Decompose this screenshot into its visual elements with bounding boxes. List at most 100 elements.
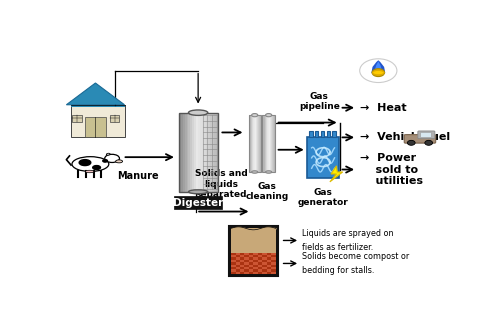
FancyBboxPatch shape: [271, 262, 276, 265]
FancyBboxPatch shape: [315, 131, 318, 137]
FancyBboxPatch shape: [240, 265, 244, 267]
FancyBboxPatch shape: [270, 115, 272, 172]
FancyBboxPatch shape: [271, 257, 276, 260]
FancyBboxPatch shape: [258, 265, 262, 267]
FancyBboxPatch shape: [229, 226, 278, 276]
FancyBboxPatch shape: [110, 115, 120, 122]
FancyBboxPatch shape: [214, 113, 216, 192]
FancyBboxPatch shape: [249, 267, 254, 270]
FancyBboxPatch shape: [236, 262, 240, 265]
FancyBboxPatch shape: [262, 260, 266, 262]
FancyBboxPatch shape: [257, 115, 258, 172]
Circle shape: [360, 59, 397, 82]
FancyBboxPatch shape: [258, 260, 262, 262]
FancyBboxPatch shape: [254, 267, 258, 270]
FancyBboxPatch shape: [271, 267, 276, 270]
FancyBboxPatch shape: [266, 272, 271, 274]
FancyBboxPatch shape: [254, 115, 256, 172]
Ellipse shape: [104, 154, 120, 162]
FancyBboxPatch shape: [308, 137, 339, 178]
FancyBboxPatch shape: [236, 265, 240, 267]
FancyBboxPatch shape: [271, 265, 276, 267]
Text: Digester: Digester: [173, 198, 223, 208]
FancyBboxPatch shape: [266, 115, 268, 172]
FancyBboxPatch shape: [180, 113, 183, 192]
Text: Gas
cleaning: Gas cleaning: [246, 182, 288, 201]
FancyBboxPatch shape: [249, 257, 254, 260]
FancyBboxPatch shape: [268, 115, 270, 172]
Text: Gas
pipeline: Gas pipeline: [299, 92, 340, 111]
FancyBboxPatch shape: [321, 131, 324, 137]
FancyBboxPatch shape: [196, 113, 198, 192]
FancyBboxPatch shape: [264, 115, 266, 172]
FancyBboxPatch shape: [272, 115, 273, 172]
FancyBboxPatch shape: [249, 272, 254, 274]
FancyBboxPatch shape: [249, 270, 254, 272]
FancyBboxPatch shape: [188, 113, 191, 192]
FancyBboxPatch shape: [254, 257, 258, 260]
FancyBboxPatch shape: [240, 270, 244, 272]
FancyBboxPatch shape: [404, 135, 436, 143]
FancyBboxPatch shape: [249, 265, 254, 267]
FancyBboxPatch shape: [258, 262, 262, 265]
FancyBboxPatch shape: [244, 257, 249, 260]
FancyBboxPatch shape: [236, 253, 240, 255]
FancyBboxPatch shape: [244, 265, 249, 267]
FancyBboxPatch shape: [264, 115, 265, 172]
FancyBboxPatch shape: [266, 270, 271, 272]
FancyBboxPatch shape: [262, 115, 264, 172]
FancyBboxPatch shape: [244, 267, 249, 270]
FancyBboxPatch shape: [186, 113, 189, 192]
Text: bedding for stalls.: bedding for stalls.: [302, 266, 374, 275]
FancyBboxPatch shape: [198, 113, 200, 192]
FancyBboxPatch shape: [236, 260, 240, 262]
FancyBboxPatch shape: [244, 270, 249, 272]
FancyBboxPatch shape: [192, 113, 194, 192]
FancyBboxPatch shape: [404, 135, 436, 143]
FancyBboxPatch shape: [258, 253, 262, 255]
FancyBboxPatch shape: [254, 270, 258, 272]
FancyBboxPatch shape: [71, 105, 124, 107]
FancyBboxPatch shape: [184, 113, 187, 192]
Text: →  Power
    sold to
    utilities: → Power sold to utilities: [360, 153, 422, 186]
Polygon shape: [372, 60, 386, 73]
FancyBboxPatch shape: [271, 260, 276, 262]
FancyBboxPatch shape: [262, 262, 266, 265]
Circle shape: [408, 140, 415, 145]
FancyBboxPatch shape: [271, 253, 276, 255]
FancyBboxPatch shape: [236, 257, 240, 260]
FancyBboxPatch shape: [240, 255, 244, 257]
FancyBboxPatch shape: [266, 115, 267, 172]
FancyBboxPatch shape: [271, 270, 276, 272]
Text: fields as fertilizer.: fields as fertilizer.: [302, 243, 373, 252]
FancyBboxPatch shape: [260, 115, 262, 172]
FancyBboxPatch shape: [210, 113, 212, 192]
FancyBboxPatch shape: [231, 265, 235, 267]
FancyBboxPatch shape: [266, 257, 271, 260]
FancyBboxPatch shape: [244, 255, 249, 257]
FancyBboxPatch shape: [174, 196, 222, 209]
Text: →  Heat: → Heat: [360, 103, 406, 113]
FancyBboxPatch shape: [231, 255, 235, 257]
FancyBboxPatch shape: [244, 272, 249, 274]
FancyBboxPatch shape: [244, 260, 249, 262]
Text: Gas
generator: Gas generator: [298, 188, 348, 207]
Ellipse shape: [106, 153, 110, 155]
Text: Solids become compost or: Solids become compost or: [302, 252, 409, 261]
FancyBboxPatch shape: [249, 262, 254, 265]
FancyBboxPatch shape: [256, 115, 257, 172]
FancyBboxPatch shape: [258, 257, 262, 260]
FancyBboxPatch shape: [216, 113, 218, 192]
FancyBboxPatch shape: [262, 265, 266, 267]
FancyBboxPatch shape: [262, 255, 266, 257]
FancyBboxPatch shape: [231, 262, 235, 265]
FancyBboxPatch shape: [266, 262, 271, 265]
FancyBboxPatch shape: [254, 255, 258, 257]
FancyBboxPatch shape: [262, 267, 266, 270]
Ellipse shape: [72, 157, 109, 171]
FancyBboxPatch shape: [254, 115, 255, 172]
Text: Liquids are sprayed on: Liquids are sprayed on: [302, 229, 394, 238]
Ellipse shape: [103, 160, 108, 162]
FancyBboxPatch shape: [262, 253, 266, 255]
FancyBboxPatch shape: [420, 133, 432, 137]
